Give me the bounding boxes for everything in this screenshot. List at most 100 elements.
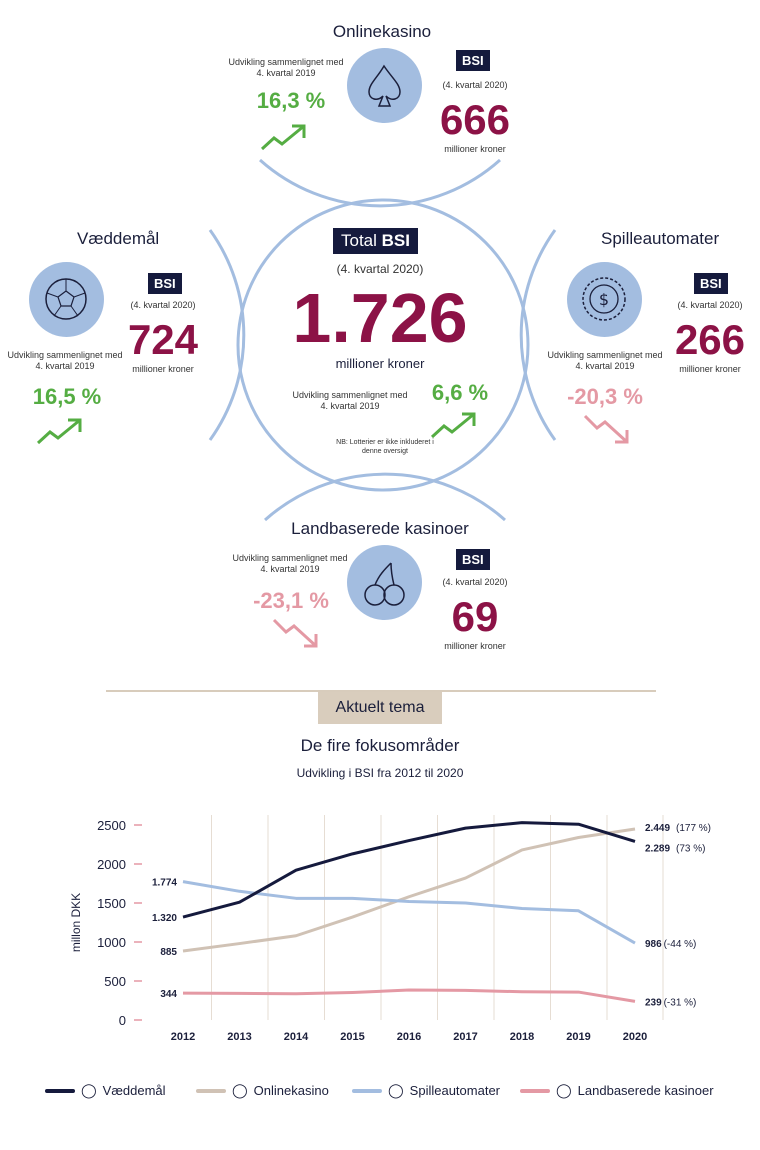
theme-label: Aktuelt tema [318, 692, 442, 724]
betting-value: 724 [127, 316, 199, 363]
slots-icon-circle: $ [567, 262, 642, 337]
series-end-label: 2.289 [645, 843, 670, 854]
y-tick-label: 0 [119, 1013, 126, 1028]
online-period: (4. kvartal 2020) [442, 80, 508, 90]
legend-item: ◯ Spilleautomater [352, 1082, 500, 1099]
football-icon [45, 278, 87, 320]
x-tick-label: 2017 [453, 1031, 477, 1043]
center-dev-value: 6,6 % [431, 380, 489, 405]
series-end-label: 239 [645, 997, 662, 1008]
x-tick-label: 2014 [284, 1031, 309, 1043]
land-dev-label: Udvikling sammenlignet med 4. kvartal 20… [232, 553, 348, 574]
x-tick-label: 2016 [397, 1031, 421, 1043]
x-tick-label: 2015 [340, 1031, 364, 1043]
online-icon-circle [347, 48, 422, 123]
chart-subtitle: Udvikling i BSI fra 2012 til 2020 [296, 766, 464, 780]
legend-label: Væddemål [102, 1083, 166, 1098]
slots-dev-label: Udvikling sammenlignet med 4. kvartal 20… [547, 350, 663, 371]
legend-item: ◯ Onlinekasino [196, 1082, 329, 1099]
land-icon-circle [347, 545, 422, 620]
online-dev-label: Udvikling sammenlignet med 4. kvartal 20… [228, 57, 344, 78]
betting-icon-circle [29, 262, 104, 337]
trend-up-icon [430, 412, 476, 439]
betting-unit: millioner kroner [132, 364, 194, 374]
series-start-label: 1.774 [152, 878, 177, 889]
series-end-label: 986 [645, 939, 662, 950]
series-start-label: 344 [160, 989, 177, 1000]
y-axis-label: millon DKK [69, 893, 83, 952]
legend-icon: ◯ [81, 1082, 97, 1098]
total-bsi-badge: Total BSI [333, 228, 418, 254]
slots-unit: millioner kroner [679, 364, 741, 374]
slots-title: Spilleautomater [601, 229, 720, 248]
series-line-3 [182, 988, 636, 1003]
x-tick-label: 2018 [510, 1031, 534, 1043]
land-period: (4. kvartal 2020) [442, 577, 508, 587]
line-chart: 0 500 1000 1500 2000 2500 millon DKK 2012 2013 20… [69, 815, 711, 1043]
series-end-label: 2.449 [645, 823, 670, 834]
series-start-label: 885 [160, 947, 177, 958]
center-unit: millioner kroner [335, 356, 425, 371]
x-tick-label: 2019 [566, 1031, 590, 1043]
online-title: Onlinekasino [332, 22, 432, 41]
legend-label: Landbaserede kasinoer [577, 1083, 714, 1098]
center-note: NB: Lotterier er ikke inkluderet i denne… [336, 439, 434, 455]
y-tick-label: 500 [104, 974, 126, 989]
land-bsi-badge: BSI [456, 549, 490, 570]
legend-swatch [196, 1088, 226, 1093]
y-tick-label: 2500 [97, 818, 126, 833]
legend-item: ◯ Landbaserede kasinoer [520, 1082, 714, 1099]
legend-icon: ◯ [232, 1082, 248, 1098]
slots-period: (4. kvartal 2020) [677, 300, 743, 310]
coin-icon: $ [582, 277, 626, 321]
betting-dev-value: 16,5 % [32, 384, 102, 409]
cherry-icon [364, 562, 405, 606]
legend-label: Spilleautomater [409, 1083, 500, 1098]
land-unit: millioner kroner [444, 641, 506, 651]
y-tick-label: 2000 [97, 857, 126, 872]
legend-label: Onlinekasino [253, 1083, 329, 1098]
decorative-arcs [208, 158, 557, 522]
slots-bsi-badge: BSI [694, 273, 728, 294]
betting-period: (4. kvartal 2020) [130, 300, 196, 310]
series-end-change: (177 %) [676, 823, 711, 834]
theme-divider [106, 690, 656, 692]
online-bsi-badge: BSI [456, 50, 490, 71]
chart-title: De fire fokusområder [300, 736, 460, 755]
online-unit: millioner kroner [444, 144, 506, 154]
series-line-1 [182, 827, 636, 953]
land-dev-value: -23,1 % [253, 588, 329, 613]
trend-down-icon [583, 414, 629, 444]
series-end-change: (73 %) [676, 843, 705, 854]
series-line-2 [182, 880, 636, 945]
legend-swatch [352, 1088, 382, 1093]
legend-icon: ◯ [556, 1082, 572, 1098]
legend-swatch [520, 1088, 550, 1093]
land-value: 69 [451, 593, 499, 640]
series-start-label: 1.320 [152, 913, 177, 924]
betting-bsi-badge: BSI [148, 273, 182, 294]
total-label: Total [341, 231, 377, 250]
spade-icon [368, 64, 401, 107]
y-tick-label: 1500 [97, 896, 126, 911]
total-bsi-label: BSI [381, 231, 410, 250]
x-tick-label: 2013 [227, 1031, 251, 1043]
x-tick-label: 2020 [623, 1031, 647, 1043]
slots-value: 266 [674, 316, 746, 363]
legend-swatch [45, 1088, 75, 1093]
y-tick-label: 1000 [97, 935, 126, 950]
betting-title: Væddemål [77, 229, 160, 248]
x-tick-label: 2012 [171, 1031, 195, 1043]
center-value: 1.726 [292, 279, 468, 357]
legend-icon: ◯ [388, 1082, 404, 1098]
trend-up-icon [36, 418, 82, 445]
betting-dev-label: Udvikling sammenlignet med 4. kvartal 20… [7, 350, 123, 371]
series-line-0 [182, 821, 636, 919]
center-dev-label: Udvikling sammenlignet med 4. kvartal 20… [292, 390, 408, 411]
online-value: 666 [439, 96, 511, 143]
land-title: Landbaserede kasinoer [291, 519, 469, 538]
legend-item: ◯ Væddemål [45, 1082, 166, 1099]
series-end-change: (-31 %) [664, 997, 697, 1008]
svg-text:$: $ [599, 290, 609, 309]
series-end-change: (-44 %) [664, 939, 697, 950]
